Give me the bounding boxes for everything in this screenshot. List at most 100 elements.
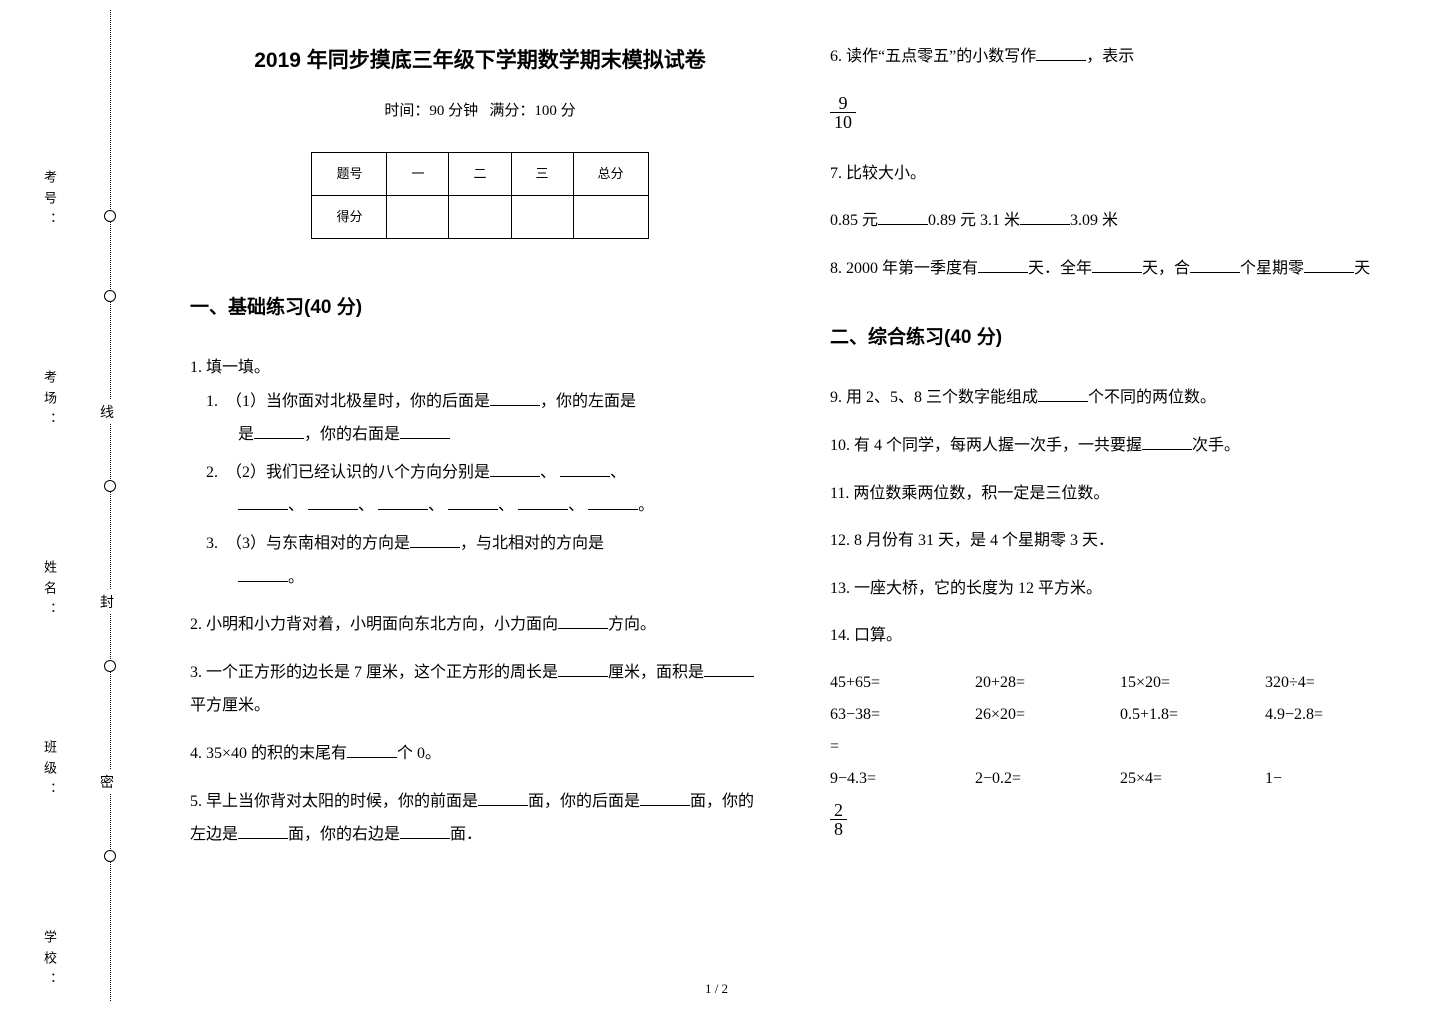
question-6: 6. 读作“五点零五”的小数写作 ，表示 [830,40,1410,74]
question-12: 12. 8 月份有 31 天，是 4 个星期零 3 天． [830,524,1410,558]
blank [1038,386,1088,402]
blank [238,823,288,839]
text: 厘米，面积是 [608,664,704,681]
blank [704,661,754,677]
calc-item: 2−0.2= [975,763,1120,795]
blank [1092,257,1142,273]
text: 、 [498,497,514,514]
text: 天，合 [1142,260,1190,277]
blank [560,461,610,477]
question-7: 7. 比较大小。 [830,157,1410,191]
text: 3.09 米 [1070,212,1118,229]
th: 一 [387,153,449,196]
q1-stem: 1. 填一填。 [190,351,770,385]
th: 题号 [312,153,387,196]
numerator: 2 [830,801,847,820]
time-label: 时间：90 分钟 [384,103,478,119]
blank [400,823,450,839]
binding-circle-icon [104,850,116,862]
th: 三 [511,153,573,196]
blank [238,494,288,510]
text: 0.85 元 [830,212,878,229]
question-5: 5. 早上当你背对太阳的时候，你的前面是面，你的后面是面，你的左边是面，你的右边… [190,785,770,852]
calc-item: 1− [1265,763,1410,795]
q1-sub3: 3. （3）与东南相对的方向是，与北相对的方向是 。 [190,527,770,594]
blank [347,742,397,758]
numerator: 9 [830,94,856,113]
text: ，与北相对的方向是 [460,535,604,552]
question-13: 13. 一座大桥，它的长度为 12 平方米。 [830,572,1410,606]
blank [490,461,540,477]
section-b-heading: 二、综合练习(40 分) [830,319,1410,357]
text: 6. 读作“五点零五”的小数写作 [830,48,1036,65]
blank [410,532,460,548]
blank [558,661,608,677]
th: 二 [449,153,511,196]
question-3: 3. 一个正方形的边长是 7 厘米，这个正方形的周长是厘米，面积是平方厘米。 [190,656,770,723]
binding-circle-icon [104,290,116,302]
calc-item: 9−4.3= [830,763,975,795]
text: 。 [288,569,304,586]
blank [378,494,428,510]
binding-label: 班级： [40,740,59,803]
text: 3. 一个正方形的边长是 7 厘米，这个正方形的周长是 [190,664,558,681]
text: 、 [568,497,584,514]
text: ，你的左面是 [540,393,636,410]
blank [878,209,928,225]
text: 10. 有 4 个同学，每两人握一次手，一共要握 [830,437,1142,454]
exam-subtitle: 时间：90 分钟 满分：100 分 [190,96,770,126]
page-content: 2019 年同步摸底三年级下学期数学期末模拟试卷 时间：90 分钟 满分：100… [130,0,1433,1011]
q1-sub1: 1. （1）当你面对北极星时，你的后面是，你的左面是 是，你的右面是 [190,385,770,452]
calc-item: 15×20= [1120,667,1265,699]
calc-item: 25×4= [1120,763,1265,795]
text: 面，你的右边是 [288,826,400,843]
binding-label: 考场： [40,370,59,433]
text: 、 [428,497,444,514]
denominator: 8 [830,820,847,838]
text: 天．全年 [1028,260,1092,277]
text: 次手。 [1192,437,1240,454]
calc-item: 4.9−2.8= [1265,699,1410,731]
binding-margin: 学校：班级：姓名：考场：考号：密封线 [0,0,130,1011]
binding-label: 考号： [40,170,59,233]
question-4: 4. 35×40 的积的末尾有个 0。 [190,737,770,771]
right-column: 6. 读作“五点零五”的小数写作，表示 9 10 7. 比较大小。 0.85 元… [830,40,1410,991]
binding-seal-char: 密 [100,770,114,794]
calc-row-2-tail: = [830,731,1410,763]
binding-circle-icon [104,660,116,672]
binding-circle-icon [104,210,116,222]
blank [1304,257,1354,273]
exam-title: 2019 年同步摸底三年级下学期数学期末模拟试卷 [190,40,770,82]
text: 方向。 [608,616,656,633]
text: 个星期零 [1240,260,1304,277]
blank [1020,209,1070,225]
fullscore-label: 满分：100 分 [489,103,575,119]
blank [1036,45,1086,61]
blank [308,494,358,510]
td [387,196,449,239]
th: 总分 [573,153,648,196]
text: 1. （1）当你面对北极星时，你的后面是 [206,393,490,410]
text: 。 [638,497,654,514]
text: 、 [288,497,304,514]
blank [478,790,528,806]
q1-sub2: 2. （2）我们已经认识的八个方向分别是、 、 、 、 、 、 、 。 [190,456,770,523]
text: 个不同的两位数。 [1088,389,1216,406]
text: 4. 35×40 的积的末尾有 [190,745,347,762]
text: 、 [540,464,556,481]
text: ，表示 [1086,48,1134,65]
blank [400,423,450,439]
blank [448,494,498,510]
table-row: 题号 一 二 三 总分 [312,153,648,196]
calc-item: 0.5+1.8= [1120,699,1265,731]
text: 、 [358,497,374,514]
text: 面，你的后面是 [528,793,640,810]
question-11: 11. 两位数乘两位数，积一定是三位数。 [830,477,1410,511]
question-1: 1. 填一填。 1. （1）当你面对北极星时，你的后面是，你的左面是 是，你的右… [190,351,770,594]
question-2: 2. 小明和小力背对着，小明面向东北方向，小力面向方向。 [190,608,770,642]
calc-item: 63−38= [830,699,975,731]
text: 9. 用 2、5、8 三个数字能组成 [830,389,1038,406]
calc-item: 45+65= [830,667,975,699]
blank [1142,434,1192,450]
binding-label: 姓名： [40,560,59,623]
